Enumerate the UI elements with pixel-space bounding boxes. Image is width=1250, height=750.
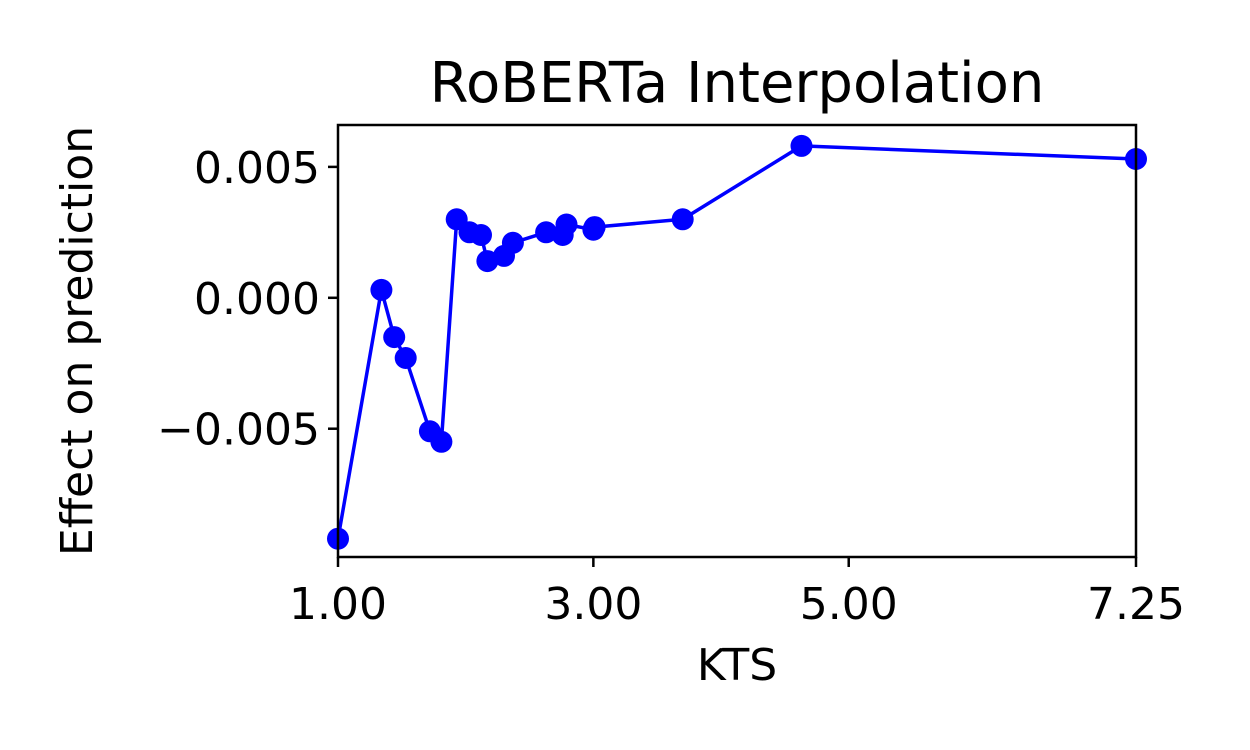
data-point [370,278,393,301]
x-tick-label: 1.00 [289,579,387,630]
data-point [535,221,558,244]
y-tick-label: 0.005 [194,143,320,194]
data-point [501,231,524,254]
data-point [383,326,406,349]
x-axis: 1.00 3.00 5.00 7.25 [289,557,1185,630]
data-point [790,134,813,157]
y-axis-label: Effect on prediction [52,126,103,556]
plot-area [327,134,1147,550]
chart-title: RoBERTa Interpolation [430,51,1045,116]
x-tick-label: 3.00 [544,579,642,630]
y-axis: 0.005 0.000 −0.005 [157,143,338,456]
series-line [336,144,1137,540]
data-point [470,224,492,246]
x-tick-label: 7.25 [1087,579,1185,630]
data-point [583,216,606,239]
data-point [430,430,453,453]
data-point [555,213,578,236]
y-tick-label: 0.000 [194,274,320,325]
x-axis-label: KTS [697,640,777,691]
data-point [476,250,499,273]
x-tick-label: 5.00 [800,579,898,630]
data-point [671,208,694,231]
y-tick-label: −0.005 [157,405,320,456]
data-point [394,347,417,369]
plot-frame [336,123,1138,559]
